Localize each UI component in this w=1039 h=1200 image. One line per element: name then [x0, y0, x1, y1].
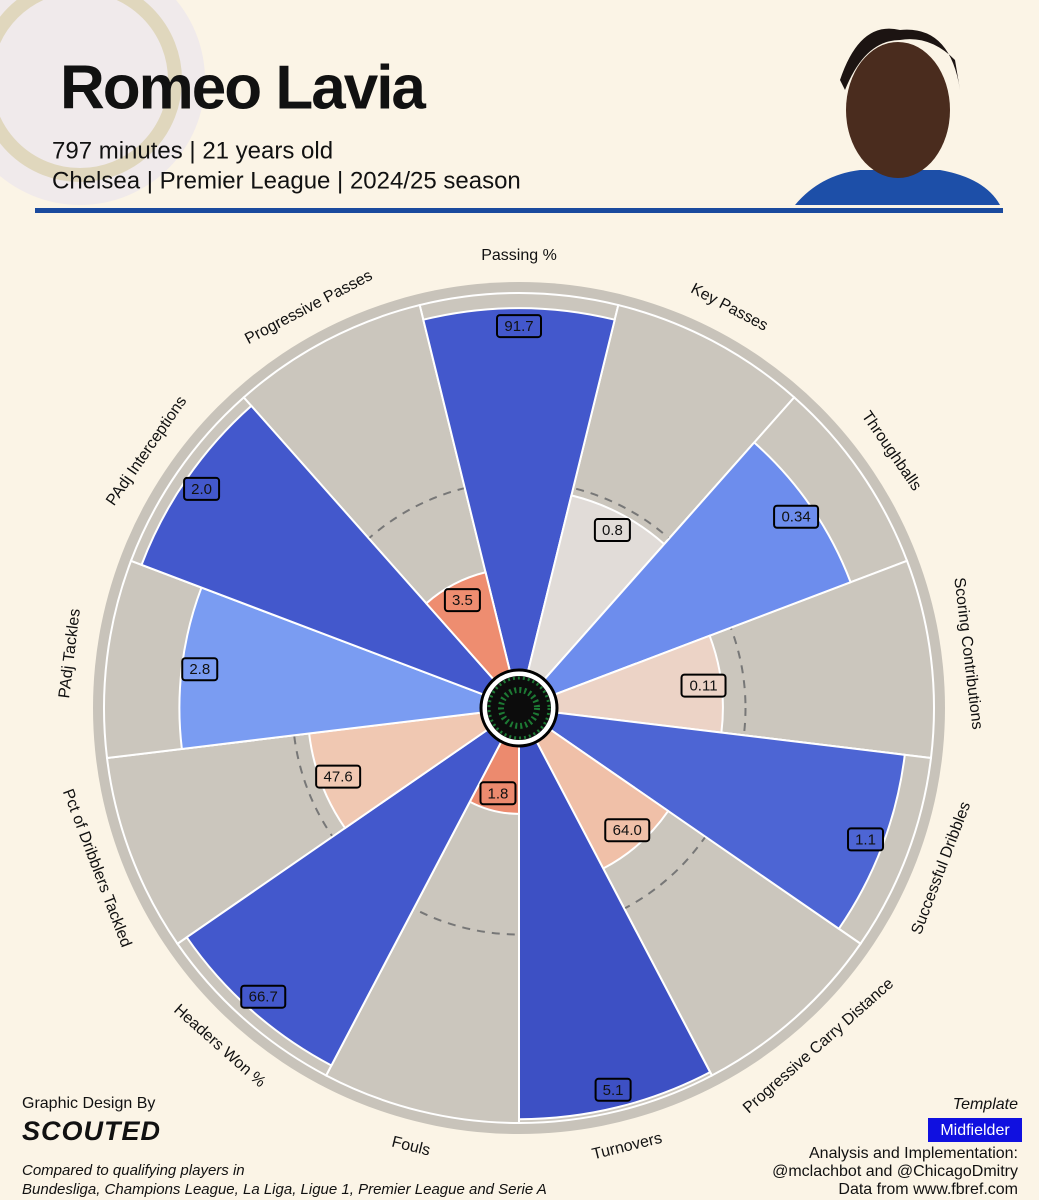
category-label: Turnovers — [590, 1130, 663, 1164]
value-label: 64.0 — [613, 822, 642, 839]
value-label: 66.7 — [249, 989, 278, 1006]
value-label: 3.5 — [452, 592, 473, 609]
value-box — [479, 781, 517, 806]
value-box — [240, 984, 287, 1009]
divider — [35, 208, 1003, 213]
value-label: 2.0 — [191, 481, 212, 498]
value-label: 5.1 — [603, 1082, 624, 1099]
category-label: Passing % — [481, 247, 557, 264]
value-label: 2.8 — [189, 661, 210, 678]
value-label: 0.34 — [781, 509, 810, 526]
subtitle: Chelsea | Premier League | 2024/25 seaso… — [52, 167, 521, 194]
value-box — [680, 673, 727, 698]
ball — [487, 676, 551, 740]
value-box — [847, 827, 885, 852]
value-label: 1.8 — [488, 785, 509, 802]
club-logo-ring — [0, 0, 182, 182]
brand: SCOUTED — [22, 1116, 161, 1146]
ball — [487, 676, 551, 740]
value-label: 1.1 — [855, 831, 876, 848]
value-box — [773, 504, 820, 529]
credits: @mclachbot and @ChicagoDmitry — [772, 1163, 1018, 1180]
credits: Data from www.fbref.com — [838, 1181, 1018, 1198]
value-label: 0.11 — [689, 678, 717, 695]
value-label: 91.7 — [504, 318, 533, 335]
template: Midfielder — [940, 1122, 1010, 1139]
category-label: PAdj Tackles — [56, 608, 84, 700]
template-label: Template — [953, 1096, 1018, 1113]
value-box — [183, 476, 221, 501]
club-logo — [0, 0, 205, 205]
player-name: Romeo Lavia — [60, 53, 426, 122]
value-box — [496, 314, 542, 339]
value-box — [604, 818, 651, 843]
comparison: Compared to qualifying players in — [22, 1162, 245, 1179]
value-label: 47.6 — [324, 769, 353, 786]
design-credit: Graphic Design By — [22, 1095, 155, 1112]
player-photo — [795, 28, 1000, 205]
comparison: Bundesliga, Champions League, La Liga, L… — [22, 1181, 547, 1198]
template-badge — [928, 1118, 1022, 1142]
value-label: 0.8 — [602, 522, 623, 539]
value-box — [443, 588, 481, 613]
ball — [498, 687, 540, 729]
category-label: Fouls — [390, 1134, 432, 1160]
credits: Analysis and Implementation: — [809, 1145, 1018, 1162]
value-box — [315, 764, 362, 789]
value-box — [594, 1077, 632, 1102]
value-box — [181, 657, 219, 682]
value-box — [593, 518, 631, 543]
category-label: Scoring Contributions — [950, 577, 985, 731]
subtitle: 797 minutes | 21 years old — [52, 137, 333, 164]
